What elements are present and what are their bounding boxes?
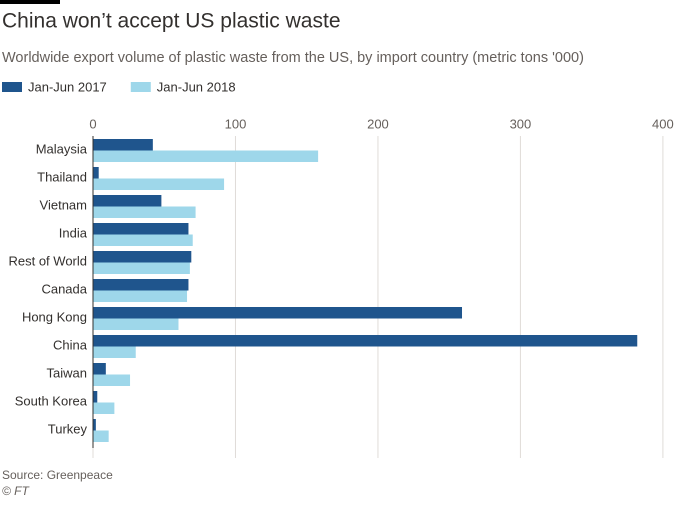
bar (93, 318, 179, 330)
bar (93, 374, 131, 386)
y-tick-label: Malaysia (36, 141, 88, 156)
y-tick-label: Vietnam (40, 197, 87, 212)
bar (93, 402, 115, 414)
subtitle: Worldwide export volume of plastic waste… (2, 50, 584, 66)
bar (93, 391, 98, 403)
bar (93, 178, 225, 190)
y-tick-label: China (53, 337, 88, 352)
credit: © FT (2, 484, 31, 498)
bar (93, 150, 319, 162)
x-tick-label: 0 (89, 116, 96, 131)
legend-swatch (2, 82, 22, 92)
x-tick-label: 100 (225, 116, 247, 131)
x-tick-label: 300 (510, 116, 532, 131)
bar (93, 279, 189, 291)
legend-label: Jan-Jun 2017 (28, 79, 107, 94)
bar (93, 335, 638, 347)
chart-title: China won’t accept US plastic waste (2, 10, 341, 33)
legend-label: Jan-Jun 2018 (157, 79, 236, 94)
y-tick-label: Hong Kong (22, 309, 87, 324)
y-tick-label: Turkey (48, 421, 88, 436)
bar (93, 167, 99, 179)
title-bar (0, 0, 60, 4)
y-tick-label: Taiwan (47, 365, 87, 380)
bar (93, 234, 193, 246)
legend-swatch (130, 82, 151, 92)
bar (93, 195, 162, 207)
bar (93, 223, 189, 235)
bar (93, 139, 153, 151)
y-tick-label: Rest of World (8, 253, 87, 268)
bar (93, 251, 192, 263)
bar (93, 262, 190, 274)
bar (93, 307, 463, 319)
bar (93, 363, 106, 375)
y-tick-label: India (59, 225, 88, 240)
bar (93, 290, 188, 302)
bar (93, 206, 196, 218)
source: Source: Greenpeace (2, 468, 113, 482)
y-tick-label: South Korea (15, 393, 88, 408)
bar (93, 419, 96, 431)
x-tick-label: 400 (652, 116, 674, 131)
x-tick-label: 200 (367, 116, 389, 131)
bar (93, 346, 136, 358)
y-tick-label: Thailand (37, 169, 87, 184)
y-tick-label: Canada (41, 281, 87, 296)
bar (93, 430, 109, 442)
